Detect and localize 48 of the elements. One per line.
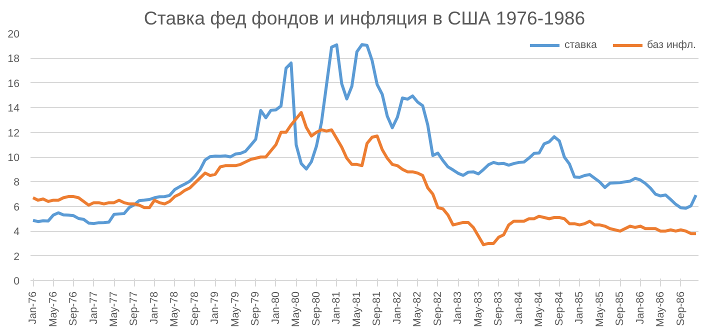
y-tick-label: 12 [8,127,20,140]
x-tick-label: Jan-85 [574,291,586,324]
line-series [32,111,698,246]
x-tick-label: Jan-77 [88,291,100,324]
x-tick-label: Sep-81 [371,291,384,326]
x-tick-label: Sep-77 [128,291,140,326]
x-tick-label: Sep-83 [492,291,505,326]
x-tick-label: May-77 [108,291,120,328]
y-tick-label: 16 [8,78,20,90]
y-tick-label: 0 [14,276,20,288]
y-tick-label: 8 [14,176,20,189]
x-tick-label: Jan-78 [148,291,160,324]
x-tick-label: Jan-86 [634,291,646,324]
x-tick-label: Sep-78 [188,291,201,326]
legend-label: баз инфл. [646,39,696,51]
x-tick-label: May-76 [47,291,60,328]
x-tick-label: May-78 [168,291,181,328]
x-tick-label: May-81 [350,291,363,328]
x-tick-label: Sep-85 [614,291,626,326]
y-tick-label: 20 [8,28,20,40]
y-tick-label: 2 [14,250,20,263]
x-tick-label: May-84 [533,291,546,328]
x-tick-label: May-80 [290,291,302,328]
x-tick-label: May-83 [472,291,484,328]
x-tick-label: Sep-79 [250,291,262,326]
x-tick-label: Jan-82 [391,291,404,324]
x-tick-label: Sep-82 [432,291,444,326]
legend-label: ставка [564,39,597,51]
x-tick-label: Sep-84 [553,291,566,326]
chart-title: Ставка фед фондов и инфляция в США 1976-1986 [144,8,586,28]
x-tick-label: May-82 [412,291,424,328]
x-tick-label: May-86 [654,291,667,328]
x-tick-label: Jan-84 [512,291,525,324]
x-tick-label: Jan-83 [452,291,464,324]
x-tick-label: Sep-76 [68,291,80,326]
y-tick-label: 10 [8,152,20,164]
y-tick-label: 18 [8,53,20,66]
x-tick-label: Jan-80 [270,291,282,324]
x-tick-label: Jan-81 [330,291,343,324]
x-tick-label: Sep-86 [674,291,687,326]
x-tick-label: May-85 [594,291,606,328]
y-tick-label: 4 [14,226,20,238]
x-tick-label: May-79 [229,291,242,328]
y-tick-label: 14 [8,102,20,115]
x-tick-label: Jan-79 [209,291,222,324]
x-tick-label: Sep-80 [310,291,322,326]
y-tick-label: 6 [14,201,20,214]
x-tick-label: Jan-76 [27,291,40,324]
